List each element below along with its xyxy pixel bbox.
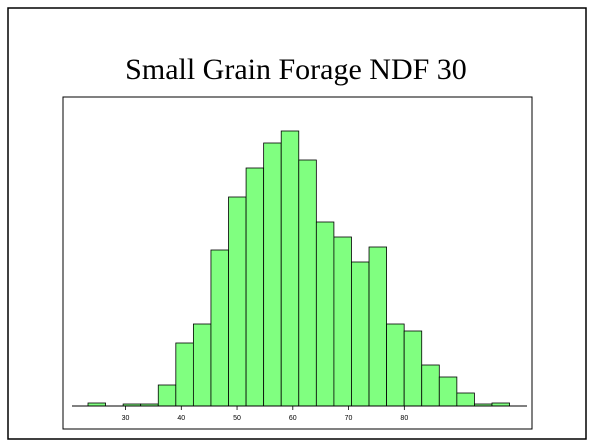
bar [315,221,335,407]
plot-frame [62,96,533,430]
bar [333,236,352,407]
x-tick-label: 60 [289,415,297,422]
x-tick-label: 70 [345,415,353,422]
x-tick-label: 40 [177,415,185,422]
x-tick-label: 30 [122,415,130,422]
bar [386,323,405,407]
bar [210,249,229,407]
bar [245,167,265,407]
bar [368,246,387,407]
bar [421,364,440,407]
bar [228,196,247,407]
bar [175,342,194,407]
x-tick-label: 80 [400,415,408,422]
bar [403,330,423,407]
bar [157,384,177,407]
bar [192,323,212,407]
bar [263,142,282,407]
bar [438,376,458,407]
bar [280,130,300,407]
chart-title: Small Grain Forage NDF 30 [125,53,467,86]
bar [351,261,370,407]
bar [456,392,475,407]
bar [298,159,317,407]
x-tick-label: 50 [233,415,241,422]
